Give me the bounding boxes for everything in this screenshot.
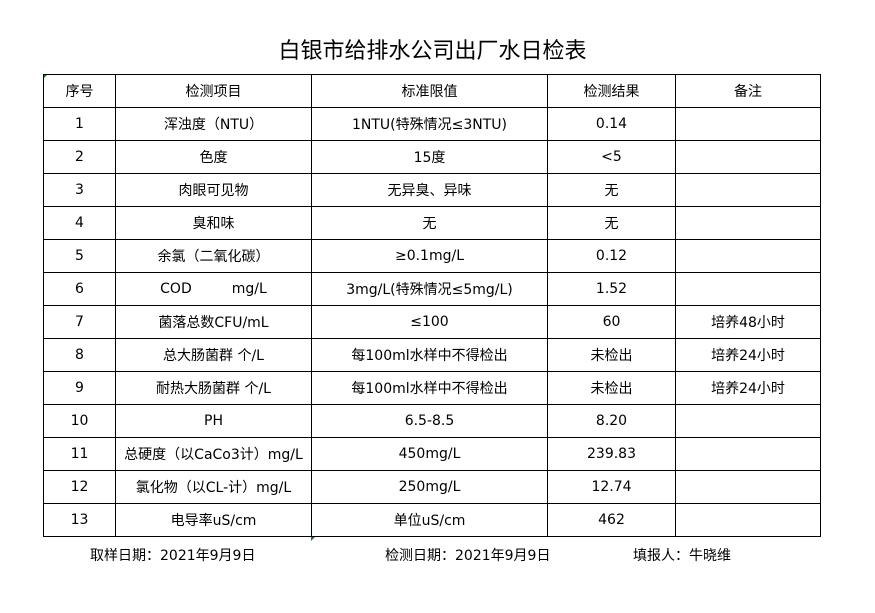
table-cell[interactable]: 60 [547,305,676,339]
header-cell[interactable]: 检测项目 [115,74,312,108]
header-row: 序号 检测项目 标准限值 检测结果 备注 [43,74,821,108]
table-cell[interactable]: ≥0.1mg/L [311,239,548,273]
table-cell[interactable] [675,437,821,471]
header-cell[interactable]: 备注 [675,74,821,108]
table-cell[interactable] [675,503,821,537]
table-cell[interactable]: 培养24小时 [675,371,821,405]
table-cell[interactable]: <5 [547,140,676,174]
table-row: 9 耐热大肠菌群 个/L 每100ml水样中不得检出 未检出 培养24小时 [43,371,821,405]
table-cell[interactable]: 9 [43,371,116,405]
table-cell[interactable]: 0.14 [547,107,676,141]
table-cell[interactable]: 无 [547,206,676,240]
table-cell[interactable]: 培养48小时 [675,305,821,339]
table-cell[interactable]: 每100ml水样中不得检出 [311,338,548,372]
table-cell[interactable]: 450mg/L [311,437,548,471]
reporter: 填报人：牛晓维 [633,548,731,564]
table-cell[interactable]: 无 [311,206,548,240]
table-cell[interactable]: 12 [43,470,116,504]
table-row: 4 臭和味无无 [43,206,821,240]
table-cell[interactable]: 总大肠菌群 个/L [115,338,312,372]
table-row: 13 电导率uS/cm 单位uS/cm 462 [43,503,821,537]
table-row: 7 菌落总数CFU/mL ≤100 60 培养48小时 [43,305,821,339]
table-row: 12 氯化物（以CL-计）mg/L 250mg/L 12.74 [43,470,821,504]
table-cell[interactable]: 余氯（二氧化碳） [115,239,312,273]
test-date: 检测日期：2021年9月9日 [385,548,551,564]
table-cell[interactable] [675,404,821,438]
table-row: 6 COD mg/L 3mg/L(特殊情况≤5mg/L) 1.52 [43,272,821,306]
table-cell[interactable]: 15度 [311,140,548,174]
table-cell[interactable]: 10 [43,404,116,438]
table-cell[interactable]: 11 [43,437,116,471]
table-row: 1 浑浊度（NTU） 1NTU(特殊情况≤3NTU) 0.14 [43,107,821,141]
table-cell[interactable]: 1 [43,107,116,141]
table-cell[interactable]: 未检出 [547,371,676,405]
table-cell[interactable]: 239.83 [547,437,676,471]
sample-date: 取样日期：2021年9月9日 [90,548,256,564]
table-cell[interactable]: 250mg/L [311,470,548,504]
table-cell[interactable]: 0.12 [547,239,676,273]
table-cell[interactable]: 1.52 [547,272,676,306]
table-cell[interactable] [675,239,821,273]
table-row: 11 总硬度（以CaCo3计）mg/L 450mg/L 239.83 [43,437,821,471]
table-cell[interactable]: 菌落总数CFU/mL [115,305,312,339]
table-cell[interactable]: 462 [547,503,676,537]
table-cell[interactable]: 1NTU(特殊情况≤3NTU) [311,107,548,141]
table-cell[interactable]: 5 [43,239,116,273]
table-cell[interactable] [675,107,821,141]
table-cell[interactable]: 4 [43,206,116,240]
table-cell[interactable] [675,173,821,207]
table-cell[interactable]: 臭和味 [115,206,312,240]
table-cell[interactable] [675,140,821,174]
table-cell[interactable] [675,470,821,504]
table-cell[interactable]: 培养24小时 [675,338,821,372]
table-cell[interactable]: 单位uS/cm [311,503,548,537]
table-cell[interactable]: 每100ml水样中不得检出 [311,371,548,405]
table-cell[interactable]: 总硬度（以CaCo3计）mg/L [115,437,312,471]
header-cell[interactable]: 标准限值 [311,74,548,108]
table-row: 2 色度 15度 <5 [43,140,821,174]
table-cell[interactable]: 耐热大肠菌群 个/L [115,371,312,405]
table-cell[interactable]: 无 [547,173,676,207]
table-cell[interactable]: 12.74 [547,470,676,504]
table-cell[interactable] [675,272,821,306]
table-cell[interactable]: ≤100 [311,305,548,339]
table-cell[interactable]: 3 [43,173,116,207]
table-cell[interactable]: 电导率uS/cm [115,503,312,537]
table-cell[interactable]: 浑浊度（NTU） [115,107,312,141]
table-cell[interactable]: 8 [43,338,116,372]
header-cell[interactable]: 序号 [43,74,116,108]
table-row: 8 总大肠菌群 个/L 每100ml水样中不得检出 未检出 培养24小时 [43,338,821,372]
cell-marker-icon [311,536,316,541]
table-cell[interactable]: 6 [43,272,116,306]
table-cell[interactable]: COD mg/L [115,272,312,306]
page-title: 白银市给排水公司出厂水日检表 [278,39,587,64]
table-cell[interactable]: 氯化物（以CL-计）mg/L [115,470,312,504]
table-row: 5 余氯（二氧化碳） ≥0.1mg/L 0.12 [43,239,821,273]
table-cell[interactable]: 8.20 [547,404,676,438]
table-cell[interactable]: 色度 [115,140,312,174]
table-cell[interactable]: 6.5-8.5 [311,404,548,438]
table-cell[interactable]: 3mg/L(特殊情况≤5mg/L) [311,272,548,306]
table-cell[interactable]: 未检出 [547,338,676,372]
table-cell[interactable]: 无异臭、异味 [311,173,548,207]
table-row: 10 PH 6.5-8.5 8.20 [43,404,821,438]
table-cell[interactable]: 13 [43,503,116,537]
table-cell[interactable]: 2 [43,140,116,174]
table-cell[interactable]: 肉眼可见物 [115,173,312,207]
table-row: 3 肉眼可见物 无异臭、异味无 [43,173,821,207]
table-cell[interactable] [675,206,821,240]
table-cell[interactable]: 7 [43,305,116,339]
table-cell[interactable]: PH [115,404,312,438]
header-cell[interactable]: 检测结果 [547,74,676,108]
water-test-table: 序号 检测项目 标准限值 检测结果 备注 1 浑浊度（NTU） 1NTU(特殊情况≤… [43,74,821,537]
